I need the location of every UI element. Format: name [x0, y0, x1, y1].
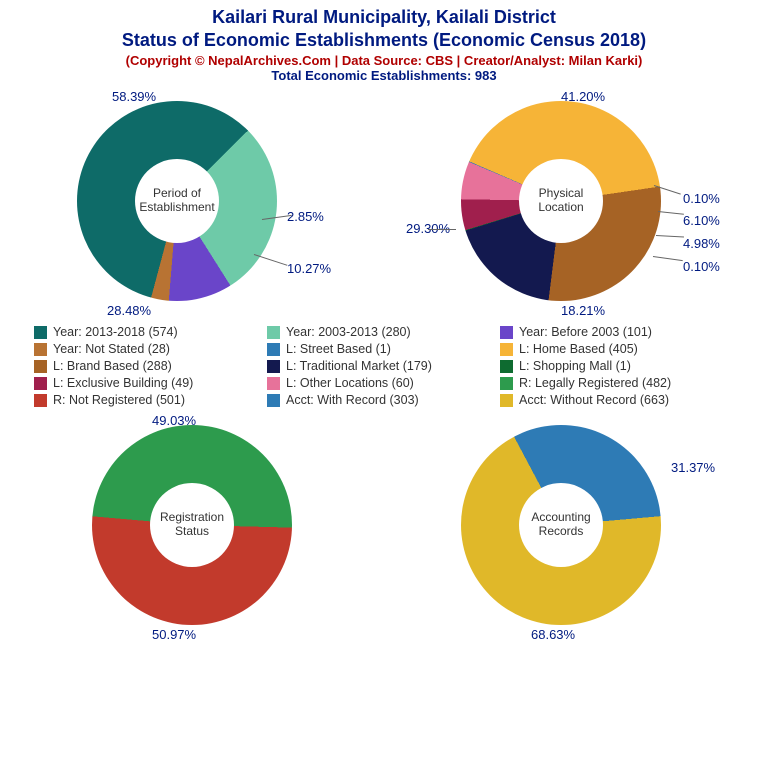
legend-label: L: Brand Based (288) [53, 359, 172, 373]
donut-hole: AccountingRecords [519, 483, 603, 567]
legend-item: L: Other Locations (60) [267, 376, 500, 390]
legend-label: Year: Not Stated (28) [53, 342, 170, 356]
legend-item: R: Legally Registered (482) [500, 376, 733, 390]
slice-pct: 28.48% [107, 303, 151, 318]
legend-swatch [500, 377, 513, 390]
slice-pct: 50.97% [152, 627, 196, 642]
legend-swatch [500, 343, 513, 356]
slice-pct: 31.37% [671, 460, 715, 475]
donut-center-label: AccountingRecords [531, 511, 590, 539]
legend-swatch [267, 326, 280, 339]
donut-hole: RegistrationStatus [150, 483, 234, 567]
donut: RegistrationStatus [92, 425, 292, 625]
legend-label: Year: 2013-2018 (574) [53, 325, 178, 339]
legend-item: Year: 2003-2013 (280) [267, 325, 500, 339]
legend-label: L: Street Based (1) [286, 342, 391, 356]
legend-row: Year: Not Stated (28) L: Street Based (1)… [34, 342, 734, 356]
legend-swatch [500, 360, 513, 373]
slice-pct: 49.03% [152, 413, 196, 428]
legend-label: L: Home Based (405) [519, 342, 638, 356]
donut-hole: Period ofEstablishment [135, 159, 219, 243]
legend-swatch [500, 394, 513, 407]
legend-swatch [267, 377, 280, 390]
slice-pct: 0.10% [683, 259, 720, 274]
charts-row-top: Period ofEstablishment 58.39% 28.48% 10.27%… [0, 91, 768, 321]
legend-label: R: Not Registered (501) [53, 393, 185, 407]
slice-pct: 41.20% [561, 89, 605, 104]
title-line2: Status of Economic Establishments (Econo… [0, 29, 768, 52]
slice-pct: 4.98% [683, 236, 720, 251]
chart-registration: RegistrationStatus 49.03% 50.97% [22, 415, 362, 645]
chart-accounting: AccountingRecords 31.37% 68.63% [406, 415, 746, 645]
legend-label: L: Exclusive Building (49) [53, 376, 193, 390]
legend-swatch [34, 360, 47, 373]
legend-label: L: Traditional Market (179) [286, 359, 432, 373]
subtitle: (Copyright © NepalArchives.Com | Data So… [0, 53, 768, 68]
donut: PhysicalLocation [461, 101, 661, 301]
legend-label: Acct: With Record (303) [286, 393, 419, 407]
legend-swatch [267, 394, 280, 407]
total-establishments: Total Economic Establishments: 983 [0, 68, 768, 83]
legend-label: Year: Before 2003 (101) [519, 325, 652, 339]
legend-item: L: Home Based (405) [500, 342, 733, 356]
legend-item: L: Traditional Market (179) [267, 359, 500, 373]
legend-item: L: Exclusive Building (49) [34, 376, 267, 390]
legend-row: L: Exclusive Building (49) L: Other Locat… [34, 376, 734, 390]
legend-item: Acct: With Record (303) [267, 393, 500, 407]
header: Kailari Rural Municipality, Kailali Dist… [0, 0, 768, 83]
legend-swatch [267, 360, 280, 373]
legend-swatch [34, 343, 47, 356]
slice-pct: 68.63% [531, 627, 575, 642]
slice-pct: 10.27% [287, 261, 331, 276]
donut-center-label: Period ofEstablishment [139, 187, 214, 215]
legend-swatch [34, 394, 47, 407]
legend-swatch [267, 343, 280, 356]
legend-row: Year: 2013-2018 (574) Year: 2003-2013 (28… [34, 325, 734, 339]
legend-swatch [34, 326, 47, 339]
legend-item: L: Brand Based (288) [34, 359, 267, 373]
legend-item: Year: 2013-2018 (574) [34, 325, 267, 339]
legend-item: Year: Before 2003 (101) [500, 325, 733, 339]
slice-pct: 6.10% [683, 213, 720, 228]
donut-center-label: PhysicalLocation [538, 187, 583, 215]
legend-label: Acct: Without Record (663) [519, 393, 669, 407]
legend-row: L: Brand Based (288) L: Traditional Marke… [34, 359, 734, 373]
donut: AccountingRecords [461, 425, 661, 625]
charts-row-bottom: RegistrationStatus 49.03% 50.97% Accountin… [0, 415, 768, 645]
donut: Period ofEstablishment [77, 101, 277, 301]
slice-pct: 2.85% [287, 209, 324, 224]
legend-label: L: Other Locations (60) [286, 376, 414, 390]
slice-pct: 0.10% [683, 191, 720, 206]
title-line1: Kailari Rural Municipality, Kailali Dist… [0, 6, 768, 29]
legend-item: Year: Not Stated (28) [34, 342, 267, 356]
slice-pct: 18.21% [561, 303, 605, 318]
legend-item: R: Not Registered (501) [34, 393, 267, 407]
chart-period: Period ofEstablishment 58.39% 28.48% 10.27%… [22, 91, 362, 321]
legend-label: Year: 2003-2013 (280) [286, 325, 411, 339]
slice-pct: 58.39% [112, 89, 156, 104]
legend-item: L: Street Based (1) [267, 342, 500, 356]
legend-row: R: Not Registered (501) Acct: With Record… [34, 393, 734, 407]
legend-label: L: Shopping Mall (1) [519, 359, 631, 373]
donut-hole: PhysicalLocation [519, 159, 603, 243]
chart-location: PhysicalLocation0.10%41.20%29.30%18.21%0… [406, 91, 746, 321]
legend-item: L: Shopping Mall (1) [500, 359, 733, 373]
legend-swatch [500, 326, 513, 339]
legend-swatch [34, 377, 47, 390]
donut-center-label: RegistrationStatus [160, 511, 224, 539]
legend: Year: 2013-2018 (574) Year: 2003-2013 (28… [34, 325, 734, 407]
legend-label: R: Legally Registered (482) [519, 376, 671, 390]
legend-item: Acct: Without Record (663) [500, 393, 733, 407]
